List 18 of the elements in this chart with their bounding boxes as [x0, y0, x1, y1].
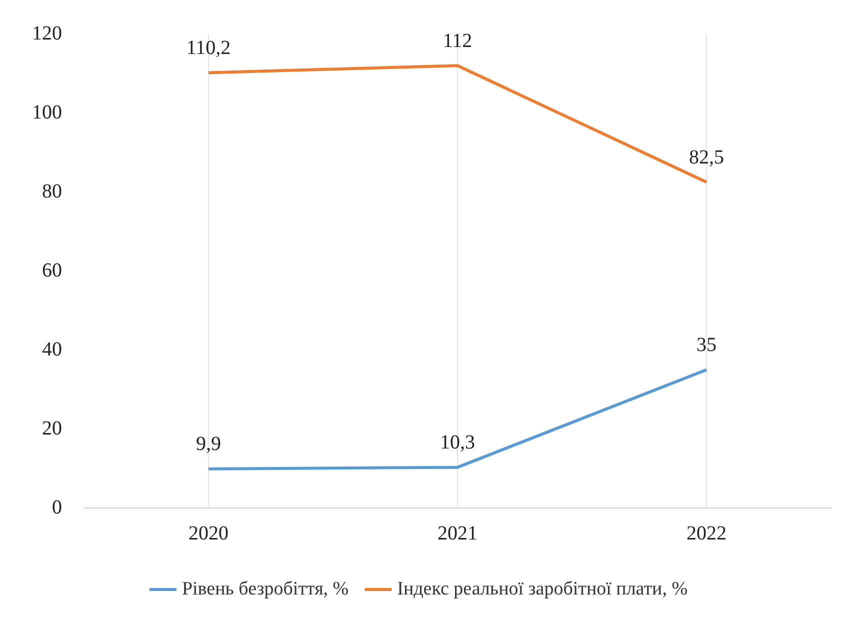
x-tick-label: 2022	[686, 522, 726, 544]
y-tick-label: 100	[32, 101, 62, 124]
data-label: 9,9	[196, 433, 221, 456]
data-label: 112	[442, 30, 472, 52]
y-tick-label: 120	[32, 22, 62, 44]
x-tick-label: 2020	[188, 522, 228, 544]
data-label: 10,3	[440, 432, 475, 454]
data-label: 110,2	[186, 36, 231, 59]
y-tick-label: 60	[42, 259, 62, 282]
legend-label: Рівень безробіття, %	[182, 578, 349, 600]
data-label: 82,5	[689, 146, 724, 168]
y-tick-label: 80	[42, 180, 62, 202]
y-tick-label: 40	[42, 338, 62, 360]
y-tick-label: 20	[42, 417, 62, 440]
y-tick-label: 0	[52, 496, 62, 518]
legend-label: Індекс реальної заробітної плати, %	[397, 578, 688, 600]
data-label: 35	[696, 334, 716, 356]
x-tick-label: 2021	[438, 522, 478, 544]
